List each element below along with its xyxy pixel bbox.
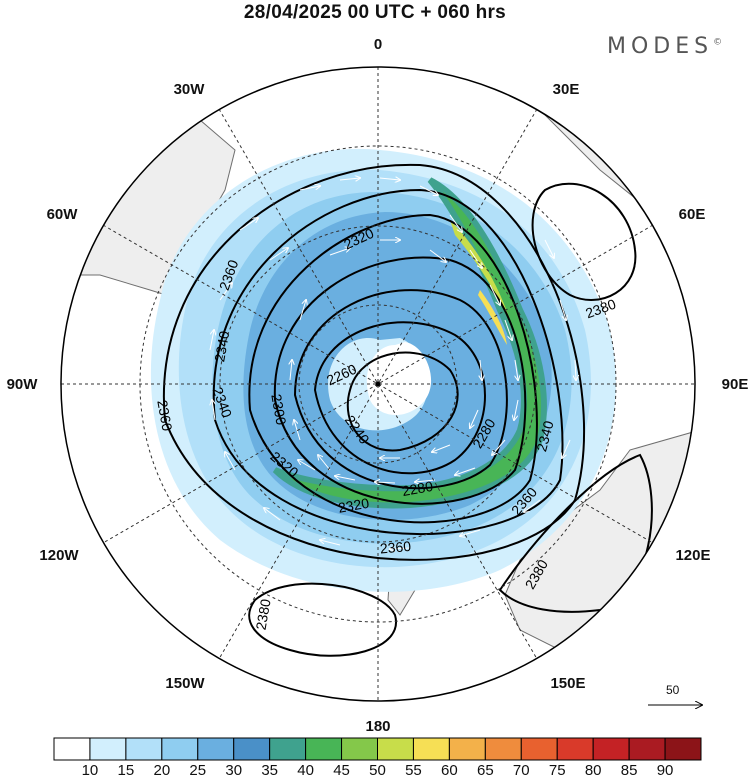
jet-core-band	[272, 177, 547, 509]
pole-marker	[375, 381, 381, 387]
colorbar-tick-label: 15	[117, 762, 135, 779]
lon-label-90w: 90W	[7, 376, 39, 393]
colorbar-swatch	[412, 737, 450, 761]
lon-label-180: 180	[365, 718, 390, 735]
lon-label-30w: 30W	[174, 81, 206, 98]
map-title: 28/04/2025 00 UTC + 060 hrs	[243, 2, 507, 23]
height-contours	[162, 163, 653, 657]
lon-label-60e: 60E	[679, 206, 706, 223]
colorbar-swatch	[556, 737, 594, 761]
colorbar-tick-label: 80	[584, 762, 602, 779]
colorbar-swatch	[664, 737, 702, 761]
colorbar-swatch	[53, 737, 91, 761]
contour-2260	[313, 321, 486, 475]
longitude-labels: 0 30E 60E 90E 120E 150E 180 150W 120W 90…	[7, 36, 749, 735]
contour-label: 2280	[401, 478, 435, 499]
colorbar-tick-label: 65	[476, 762, 494, 779]
colorbar-tick-label: 10	[81, 762, 99, 779]
contour-2320	[248, 213, 538, 524]
contour-label: 2380	[253, 598, 274, 632]
colorbar-swatch	[592, 737, 630, 761]
colorbar-tick-label: 35	[261, 762, 278, 779]
wind-speed-shading	[150, 148, 616, 592]
reference-vector-label: 50	[666, 683, 680, 697]
colorbar-swatch	[341, 737, 378, 761]
contour-label: 2300	[268, 393, 289, 427]
lon-label-120w: 120W	[39, 547, 79, 564]
colorbar-swatch	[484, 737, 522, 761]
lon-label-120e: 120E	[675, 547, 710, 564]
colorbar-swatch	[125, 737, 163, 761]
lon-label-150w: 150W	[165, 675, 205, 692]
contour-2380-south	[248, 582, 398, 657]
lon-label-60w: 60W	[47, 206, 79, 223]
wind-vectors	[210, 178, 576, 549]
colorbar-swatch	[305, 737, 343, 761]
colorbar-tick-label: 25	[189, 762, 207, 779]
lon-label-150e: 150E	[550, 675, 585, 692]
contour-label: 2340	[211, 329, 232, 363]
contour-2380-southeast	[498, 453, 653, 613]
lon-label-90e: 90E	[722, 376, 749, 393]
colorbar-swatch	[448, 737, 486, 761]
colorbar-tick-label: 30	[225, 762, 243, 779]
colorbar-tick-label: 85	[620, 762, 638, 779]
colorbar-swatch	[628, 737, 666, 761]
contour-label: 2360	[379, 538, 412, 557]
contour-2380-east	[531, 182, 637, 301]
colorbar-tick-label: 90	[656, 762, 674, 779]
brand-logo: MODES©	[607, 34, 722, 59]
contour-label: 2340	[533, 419, 557, 453]
contour-label: 2320	[337, 495, 371, 516]
copyright-mark: ©	[713, 37, 723, 48]
contour-label: 2360	[154, 399, 175, 433]
colorbar-swatch	[197, 737, 235, 761]
colorbar-tick-label: 50	[369, 762, 386, 779]
colorbar-tick-label: 60	[441, 762, 458, 779]
brand-name: MODES	[607, 34, 714, 59]
colorbar-swatch	[520, 737, 558, 761]
contour-2340	[212, 188, 564, 536]
map-boundary	[60, 66, 696, 702]
colorbar-tick-label: 40	[297, 762, 314, 779]
colorbar-tick-label: 70	[512, 762, 530, 779]
graticule	[61, 67, 695, 701]
contour-2300	[273, 256, 527, 505]
lon-label-30e: 30E	[553, 81, 580, 98]
colorbar-swatch	[161, 737, 199, 761]
colorbar-swatch	[269, 737, 307, 761]
colorbar	[53, 737, 702, 761]
colorbar-tick-label: 45	[333, 762, 350, 779]
colorbar-swatch	[377, 737, 414, 761]
colorbar-swatch	[233, 737, 271, 761]
colorbar-tick-label: 75	[548, 762, 566, 779]
colorbar-swatch	[89, 737, 127, 761]
colorbar-tick-label: 55	[405, 762, 422, 779]
lon-label-0: 0	[374, 36, 382, 53]
contour-2240	[346, 351, 459, 452]
jet-max-band	[450, 220, 510, 320]
colorbar-tick-label: 20	[153, 762, 171, 779]
